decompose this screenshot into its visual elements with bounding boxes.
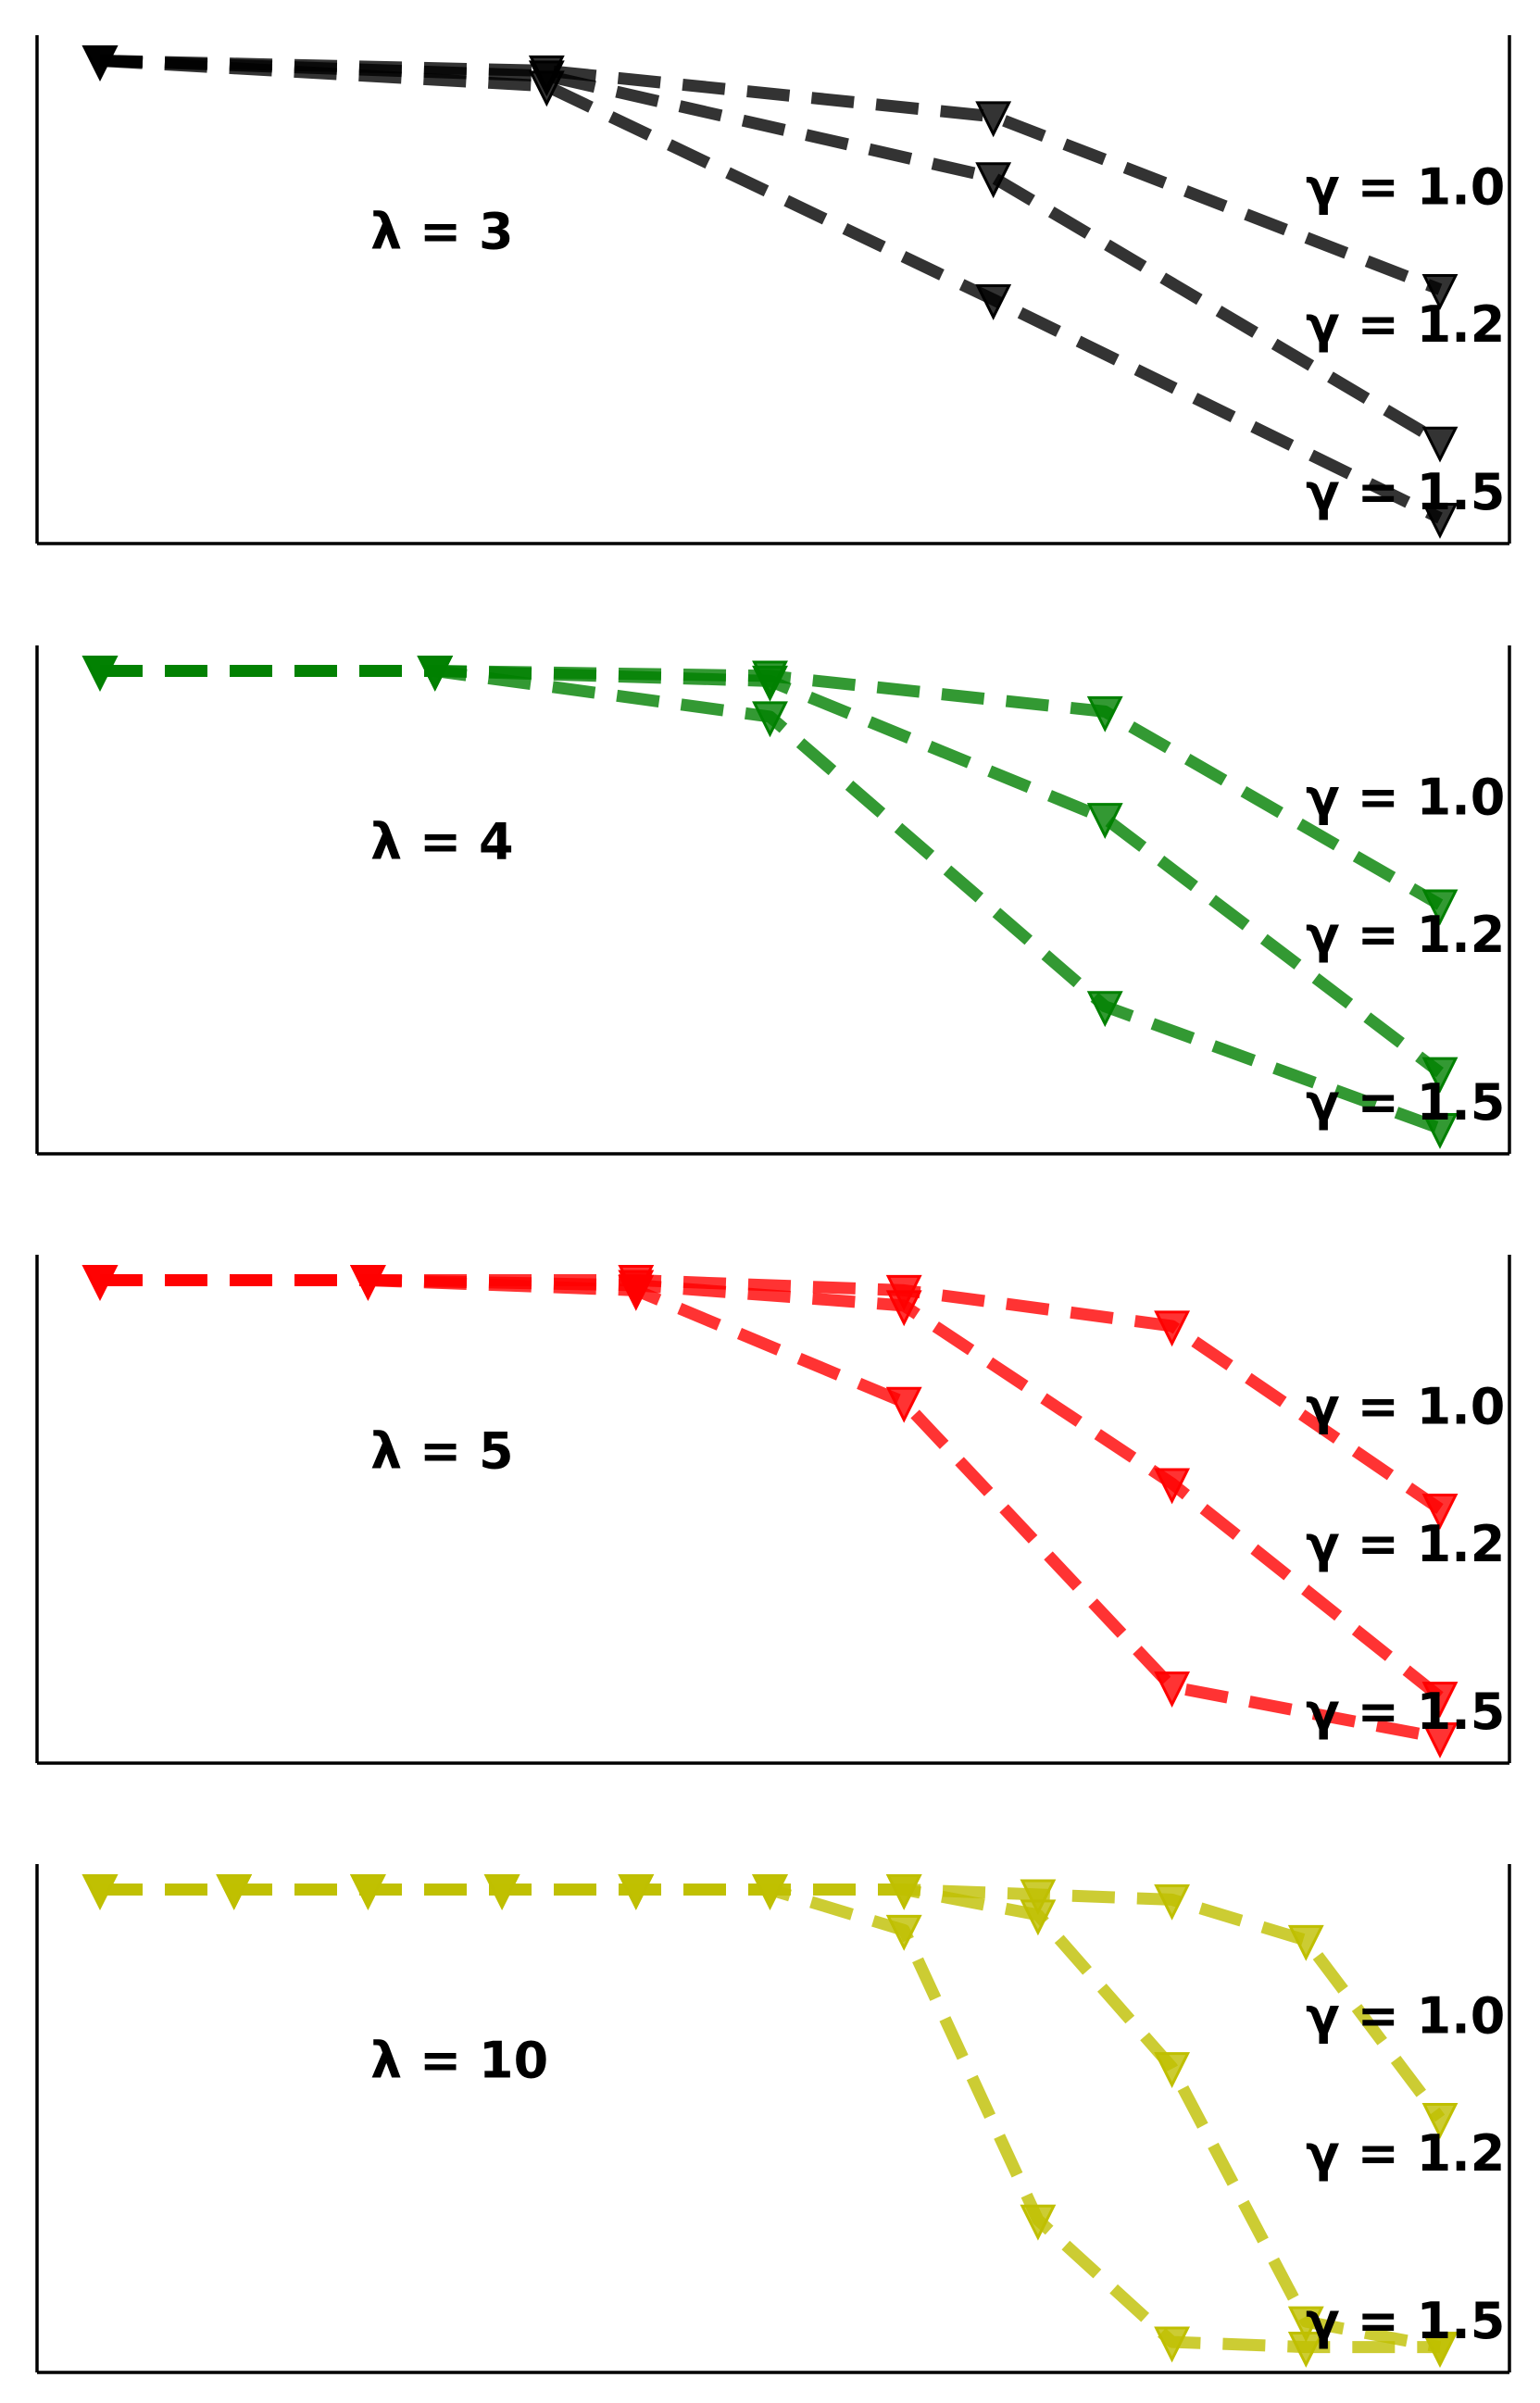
data-point-marker xyxy=(1086,991,1123,1028)
data-point-marker xyxy=(1287,2332,1324,2368)
data-point-marker xyxy=(1154,1310,1191,1347)
gamma-label: γ = 1.0 xyxy=(1306,1987,1505,2046)
data-point-marker xyxy=(1421,2332,1459,2368)
series-1: γ = 1.0 xyxy=(81,1873,1505,2139)
subplot-2: γ = 1.0 γ = 1.2 γ = 1.5 λ = 4 xyxy=(35,645,1511,1156)
data-point-marker xyxy=(81,1264,119,1301)
data-point-marker xyxy=(752,665,788,702)
data-point-marker xyxy=(483,1873,520,1910)
data-point-marker xyxy=(1020,1879,1057,1916)
series-line xyxy=(100,1884,1440,2354)
data-point-marker xyxy=(1020,2204,1057,2241)
data-point-marker xyxy=(528,70,565,107)
data-point-marker xyxy=(752,1873,788,1910)
data-point-marker xyxy=(1154,2052,1191,2088)
data-point-marker xyxy=(81,44,119,81)
data-point-marker xyxy=(1421,1057,1459,1094)
series-line xyxy=(100,665,1443,1134)
data-point-marker xyxy=(1421,1682,1459,1718)
gamma-label: γ = 1.2 xyxy=(1306,1515,1505,1573)
subplot-4: γ = 1.0 γ = 1.2 γ = 1.5 λ = 10 xyxy=(35,1864,1511,2374)
data-point-marker xyxy=(1086,695,1123,732)
data-point-marker xyxy=(975,162,1012,199)
data-point-marker xyxy=(349,1264,386,1301)
series-3: γ = 1.5 xyxy=(81,1873,1505,2368)
lambda-label: λ = 3 xyxy=(370,203,514,261)
series-3: γ = 1.5 xyxy=(81,1264,1505,1758)
data-point-marker xyxy=(975,101,1012,138)
data-point-marker xyxy=(885,1290,922,1327)
data-point-marker xyxy=(1154,1468,1191,1505)
data-point-marker xyxy=(1287,2306,1324,2343)
data-point-marker xyxy=(885,1386,922,1423)
series-line xyxy=(99,55,1443,524)
data-point-marker xyxy=(975,283,1012,320)
series-2: γ = 1.2 xyxy=(81,44,1505,463)
data-point-marker xyxy=(1421,889,1459,926)
gamma-label: γ = 1.5 xyxy=(1306,1073,1505,1132)
series-line xyxy=(100,1274,1444,1514)
data-point-marker xyxy=(1421,1722,1459,1758)
data-point-marker xyxy=(417,655,454,692)
series-line xyxy=(100,1274,1442,1744)
data-point-marker xyxy=(1154,1671,1191,1708)
data-point-marker xyxy=(1421,1113,1459,1149)
series-3: γ = 1.5 xyxy=(81,655,1505,1149)
series-2: γ = 1.2 xyxy=(81,655,1505,1094)
gamma-label: γ = 1.2 xyxy=(1306,2124,1505,2183)
data-point-marker xyxy=(349,1873,386,1910)
data-point-marker xyxy=(1086,803,1123,840)
series-1: γ = 1.0 xyxy=(81,44,1505,310)
gamma-label: γ = 1.5 xyxy=(1306,1683,1505,1741)
lambda-label: λ = 10 xyxy=(370,2032,548,2090)
gamma-label: γ = 1.2 xyxy=(1306,295,1505,354)
series-line xyxy=(99,55,1444,447)
series-line xyxy=(100,1884,1446,2122)
series-3: γ = 1.5 xyxy=(81,44,1505,539)
series-1: γ = 1.0 xyxy=(81,655,1505,926)
series-2: γ = 1.2 xyxy=(81,1873,1505,2368)
data-point-marker xyxy=(81,1873,119,1910)
data-point-marker xyxy=(1154,2326,1191,2363)
data-point-marker xyxy=(618,1274,655,1311)
data-point-marker xyxy=(81,655,119,692)
gamma-label: γ = 1.2 xyxy=(1306,906,1505,964)
gamma-label: γ = 1.0 xyxy=(1306,769,1505,827)
gamma-label: γ = 1.0 xyxy=(1306,158,1505,217)
data-point-marker xyxy=(1421,503,1459,539)
gamma-label: γ = 1.5 xyxy=(1306,463,1505,521)
data-point-marker xyxy=(752,701,788,738)
series-line xyxy=(100,1884,1442,2353)
series-2: γ = 1.2 xyxy=(81,1264,1505,1718)
data-point-marker xyxy=(618,1873,655,1910)
data-point-marker xyxy=(1421,2103,1459,2139)
subplot-3: γ = 1.0 γ = 1.2 γ = 1.5 λ = 5 xyxy=(35,1255,1511,1765)
subplot-1: γ = 1.0 γ = 1.2 γ = 1.5 λ = 3 xyxy=(35,35,1511,545)
data-point-marker xyxy=(1154,1884,1191,1921)
data-point-marker xyxy=(1421,426,1459,463)
data-point-marker xyxy=(1421,1494,1459,1530)
data-point-marker xyxy=(885,1873,922,1910)
data-point-marker xyxy=(1421,274,1459,310)
lambda-label: λ = 5 xyxy=(370,1422,514,1481)
data-point-marker xyxy=(1287,1924,1324,1961)
gamma-label: γ = 1.0 xyxy=(1306,1378,1505,1436)
gamma-label: γ = 1.5 xyxy=(1306,2292,1505,2350)
lambda-label: λ = 4 xyxy=(370,813,514,871)
series-line xyxy=(99,55,1443,295)
series-1: γ = 1.0 xyxy=(81,1264,1505,1530)
data-point-marker xyxy=(216,1873,253,1910)
data-point-marker xyxy=(1020,1899,1057,1936)
data-point-marker xyxy=(885,1914,922,1951)
